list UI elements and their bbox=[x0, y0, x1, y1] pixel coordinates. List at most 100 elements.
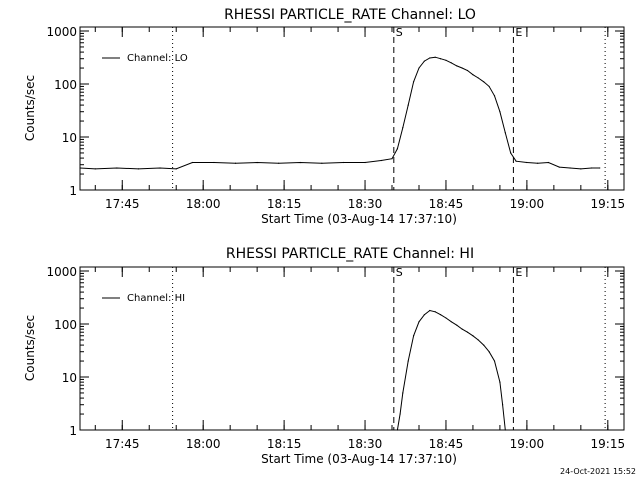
data-point bbox=[402, 127, 404, 129]
marker-label-s: S bbox=[396, 26, 403, 39]
data-point bbox=[502, 404, 504, 406]
chart-panel-1: RHESSI PARTICLE_RATE Channel: LO Counts/s… bbox=[23, 7, 625, 226]
data-point bbox=[472, 74, 474, 76]
data-point bbox=[445, 317, 447, 319]
x-tick-label: 17:45 bbox=[105, 437, 140, 451]
data-point bbox=[234, 162, 237, 164]
data-point bbox=[472, 335, 474, 337]
y-tick-label: 1 bbox=[69, 424, 77, 438]
data-point bbox=[94, 168, 96, 170]
data-point bbox=[391, 158, 393, 160]
data-point bbox=[364, 161, 366, 164]
data-point bbox=[488, 351, 490, 353]
data-point bbox=[434, 56, 436, 58]
data-point bbox=[477, 77, 479, 79]
plot-frame bbox=[79, 266, 625, 431]
x-tick-label: 19:15 bbox=[591, 197, 626, 211]
data-point bbox=[580, 168, 582, 170]
data-point bbox=[278, 162, 280, 164]
data-point bbox=[558, 166, 560, 168]
data-point bbox=[412, 335, 415, 337]
y-tick-label: 1000 bbox=[46, 265, 77, 279]
data-point bbox=[515, 160, 517, 162]
x-tick-label: 18:30 bbox=[348, 197, 383, 211]
x-tick-label: 17:45 bbox=[105, 197, 140, 211]
data-point bbox=[461, 328, 463, 330]
data-point bbox=[439, 314, 442, 316]
legend-entry: Channel: HI bbox=[127, 293, 185, 304]
data-point bbox=[399, 413, 401, 415]
data-point bbox=[504, 429, 506, 431]
y-tick-label: 1000 bbox=[46, 25, 77, 39]
x-axis-label: Start Time (03-Aug-14 17:37:10) bbox=[261, 452, 457, 466]
chart-panels: RHESSI PARTICLE_RATE Channel: LO Counts/s… bbox=[23, 7, 625, 466]
chart-title: RHESSI PARTICLE_RATE Channel: LO bbox=[224, 7, 476, 23]
data-point bbox=[450, 321, 452, 323]
data-point bbox=[79, 167, 81, 169]
y-tick-label: 10 bbox=[62, 371, 77, 385]
data-point bbox=[599, 167, 601, 169]
marker-label-s: S bbox=[396, 266, 403, 279]
plot-frame bbox=[79, 26, 625, 191]
series-line bbox=[79, 56, 600, 170]
chart-panel-2: RHESSI PARTICLE_RATE Channel: HI Counts/s… bbox=[23, 246, 625, 466]
data-point bbox=[434, 311, 436, 313]
data-point bbox=[445, 59, 447, 61]
data-point bbox=[477, 339, 479, 341]
data-point bbox=[137, 168, 140, 170]
data-point bbox=[483, 81, 485, 83]
data-point bbox=[456, 65, 458, 67]
data-point bbox=[483, 344, 485, 346]
data-point bbox=[499, 381, 501, 383]
data-point bbox=[499, 111, 501, 113]
data-point bbox=[407, 104, 409, 106]
data-point bbox=[537, 162, 539, 164]
data-point bbox=[159, 167, 161, 169]
y-tick-label: 100 bbox=[54, 318, 77, 332]
data-point bbox=[407, 360, 409, 362]
data-point bbox=[412, 81, 415, 83]
data-point bbox=[526, 161, 528, 164]
data-point bbox=[191, 161, 193, 164]
y-axis-label: Counts/sec bbox=[23, 75, 37, 141]
data-point bbox=[423, 60, 425, 62]
data-point bbox=[396, 429, 399, 431]
data-point bbox=[456, 324, 458, 326]
data-point bbox=[396, 148, 399, 150]
data-point bbox=[429, 309, 431, 312]
y-tick-label: 1 bbox=[69, 184, 77, 198]
data-point bbox=[423, 314, 425, 316]
data-point bbox=[466, 331, 469, 333]
x-tick-label: 18:15 bbox=[267, 197, 302, 211]
data-point bbox=[418, 321, 420, 323]
data-point bbox=[299, 161, 301, 164]
data-point bbox=[429, 57, 431, 59]
data-point bbox=[461, 67, 463, 69]
data-point bbox=[504, 132, 506, 134]
x-tick-label: 18:30 bbox=[348, 437, 383, 451]
data-point bbox=[175, 168, 177, 170]
data-point bbox=[439, 58, 442, 60]
generation-timestamp: 24-Oct-2021 15:52 bbox=[560, 467, 636, 476]
y-tick-label: 100 bbox=[54, 78, 77, 92]
x-tick-label: 19:00 bbox=[510, 437, 545, 451]
chart-title: RHESSI PARTICLE_RATE Channel: HI bbox=[226, 246, 474, 262]
data-point bbox=[493, 95, 496, 97]
data-point bbox=[402, 392, 404, 394]
data-point bbox=[591, 167, 593, 169]
marker-label-e: E bbox=[515, 26, 522, 39]
data-point bbox=[466, 69, 469, 72]
data-point bbox=[450, 62, 452, 64]
data-point bbox=[569, 167, 571, 169]
x-tick-label: 19:15 bbox=[591, 437, 626, 451]
data-point bbox=[213, 161, 215, 164]
x-axis-label: Start Time (03-Aug-14 17:37:10) bbox=[261, 212, 457, 226]
y-axis-label: Counts/sec bbox=[23, 315, 37, 381]
legend-entry: Channel: LO bbox=[127, 53, 188, 64]
y-tick-label: 10 bbox=[62, 131, 77, 145]
x-tick-label: 18:45 bbox=[429, 197, 464, 211]
data-point bbox=[510, 152, 512, 154]
x-tick-label: 19:00 bbox=[510, 197, 545, 211]
